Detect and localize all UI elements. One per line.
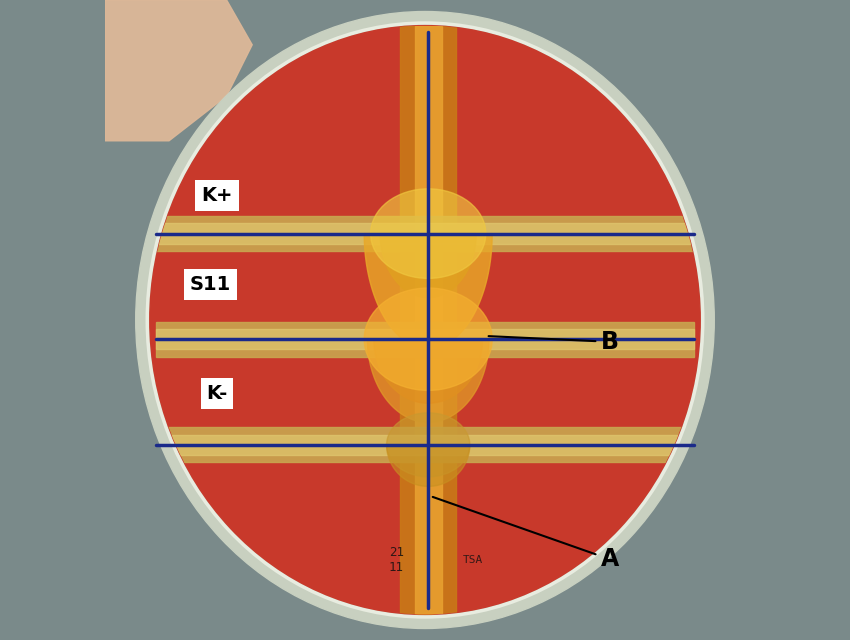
Text: A: A — [433, 497, 620, 572]
Bar — [415, 26, 442, 614]
Bar — [156, 428, 694, 463]
Polygon shape — [387, 445, 470, 486]
Ellipse shape — [387, 413, 470, 477]
Polygon shape — [380, 234, 476, 298]
Ellipse shape — [136, 12, 714, 628]
Polygon shape — [364, 234, 492, 349]
Ellipse shape — [150, 26, 700, 614]
Text: K-: K- — [207, 384, 228, 403]
Polygon shape — [374, 339, 483, 403]
Ellipse shape — [364, 288, 492, 390]
Polygon shape — [105, 0, 252, 141]
Bar — [156, 329, 694, 349]
Bar — [156, 322, 694, 357]
Bar — [156, 223, 694, 244]
Bar — [156, 435, 694, 455]
Ellipse shape — [150, 26, 700, 614]
Bar — [400, 26, 456, 614]
Text: B: B — [489, 330, 619, 354]
Text: S11: S11 — [190, 275, 231, 294]
Ellipse shape — [371, 189, 486, 278]
Polygon shape — [367, 339, 489, 422]
Text: TSA: TSA — [463, 555, 483, 565]
Bar — [156, 216, 694, 252]
Text: 21
11: 21 11 — [388, 546, 404, 574]
Text: K+: K+ — [201, 186, 233, 205]
